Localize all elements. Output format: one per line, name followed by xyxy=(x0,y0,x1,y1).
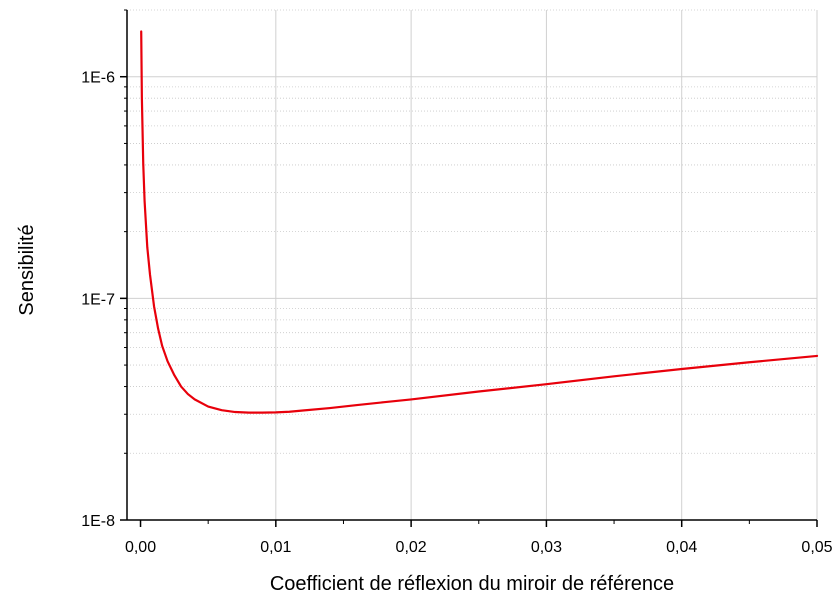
y-tick-label: 1E-6 xyxy=(81,70,115,87)
series-group xyxy=(140,30,819,414)
x-tick-label: 0,05 xyxy=(801,539,832,556)
ticks: 1E-8 1E-7 1E-6 0,00 0,01 0,02 0,03 0,04 0,05 xyxy=(81,9,833,556)
x-tick-label: 0,01 xyxy=(260,539,291,556)
x-tick-label: 0,02 xyxy=(396,539,427,556)
x-axis-title: Coefficient de réflexion du miroir de ré… xyxy=(270,573,674,595)
axes xyxy=(126,10,817,521)
series-line xyxy=(140,30,819,414)
x-tick-label: 0,00 xyxy=(125,539,156,556)
y-tick-label: 1E-8 xyxy=(81,513,115,530)
grid xyxy=(127,9,818,520)
x-tick-label: 0,03 xyxy=(531,539,562,556)
y-tick-label: 1E-7 xyxy=(81,291,115,308)
x-tick-label: 0,04 xyxy=(666,539,697,556)
y-axis-title: Sensibilité xyxy=(16,224,38,315)
